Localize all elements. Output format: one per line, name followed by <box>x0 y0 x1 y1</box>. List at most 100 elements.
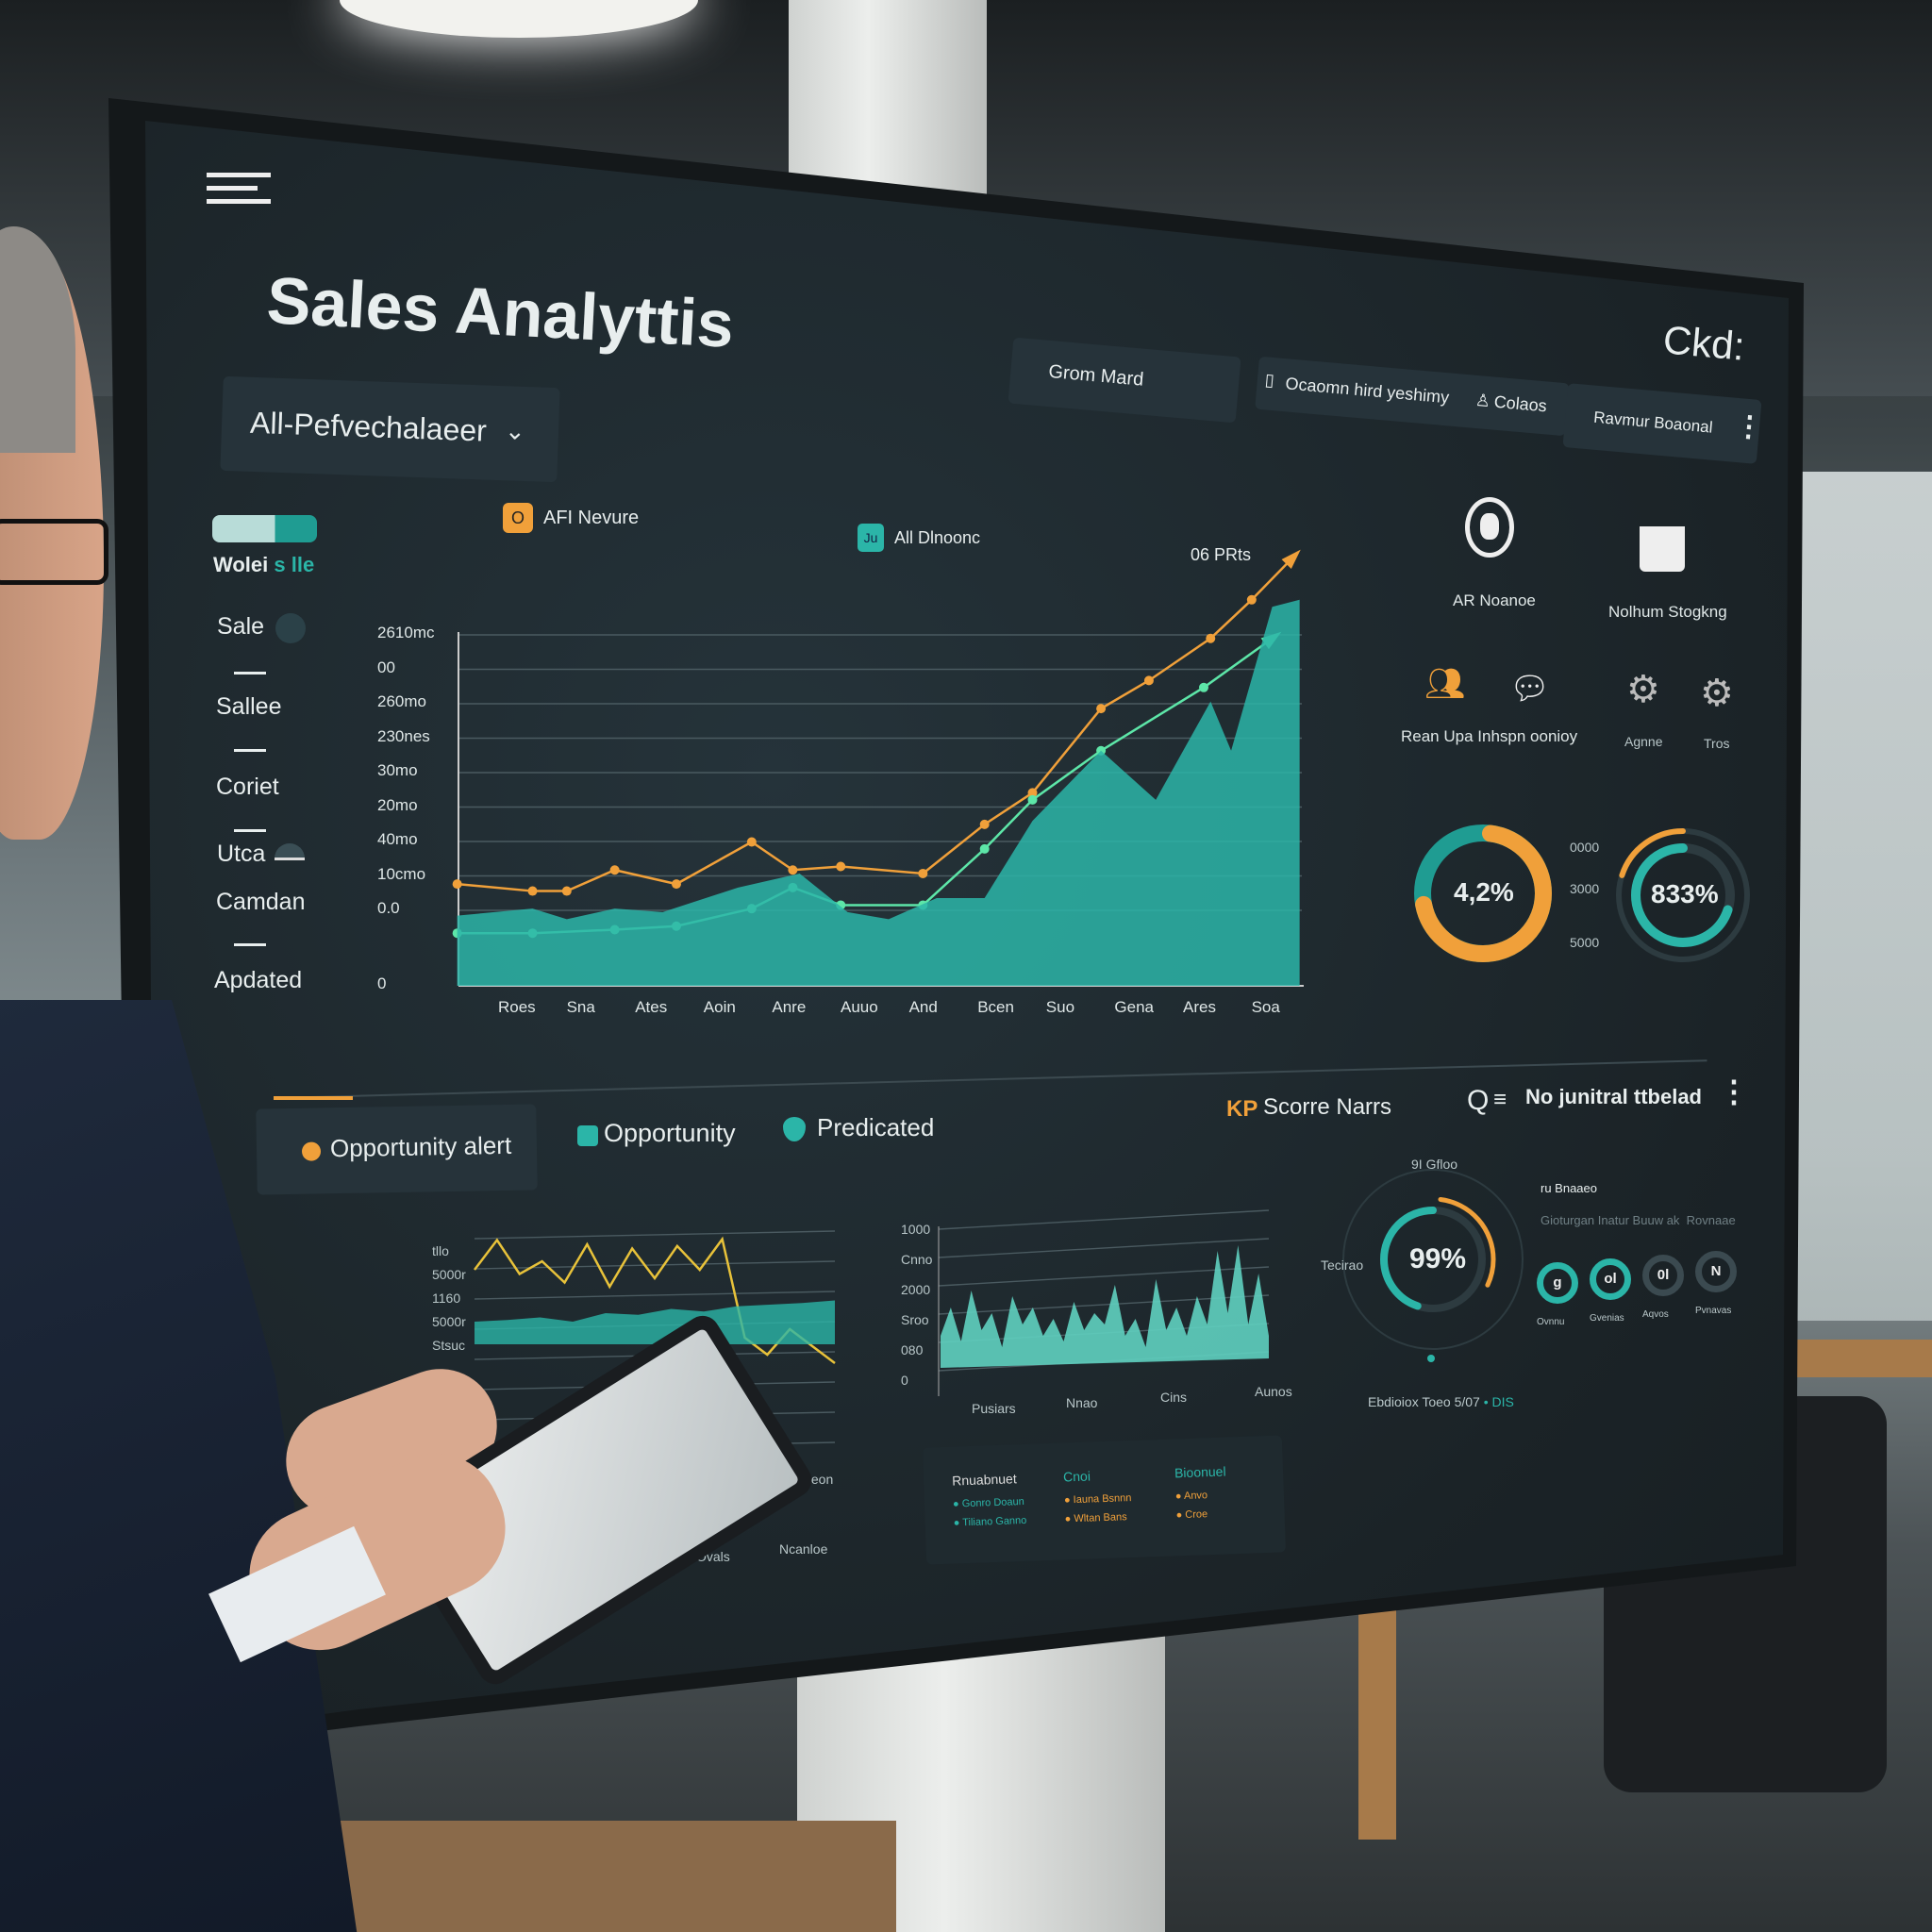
sidebar-item-apdated[interactable]: Apdated <box>214 967 303 993</box>
mini-ring-label: Aqvos <box>1642 1309 1669 1320</box>
x-tick-label: Pusiars <box>972 1401 1016 1416</box>
tab-opportunity[interactable]: Opportunity <box>604 1119 736 1147</box>
sidebar-item-sallee[interactable]: Sallee <box>216 693 282 720</box>
hamburger-icon[interactable] <box>207 173 271 218</box>
legend-badge-orange: O <box>503 503 533 533</box>
score-arc <box>1380 1207 1486 1312</box>
target-icon[interactable] <box>1465 497 1514 558</box>
area-series <box>457 599 1300 986</box>
donut2-label: 3000 <box>1570 881 1600 896</box>
legend-item: ● Tiliano Ganno <box>953 1514 1027 1529</box>
chat-icon[interactable]: 💬︎ <box>1509 671 1551 707</box>
status-dot-icon <box>275 613 306 643</box>
y-tick-label: 00 <box>377 658 395 676</box>
sidebar-item-camdan[interactable]: Camdan <box>216 889 306 915</box>
calendar-icon <box>577 1125 598 1146</box>
line-series <box>474 1236 836 1364</box>
view-toggle[interactable] <box>212 515 317 542</box>
active-tab-indicator <box>274 1096 353 1100</box>
data-point <box>1206 633 1216 643</box>
data-point <box>918 868 928 878</box>
donut2-outer-arc <box>1616 828 1750 962</box>
divider <box>234 672 266 675</box>
y-tick-label: 1000 <box>901 1222 931 1237</box>
divider <box>234 943 266 946</box>
data-point <box>1143 675 1154 686</box>
tab-predicated[interactable]: Predicated <box>817 1113 935 1141</box>
mini-ring[interactable]: ol <box>1590 1258 1631 1300</box>
table-leg <box>1358 1604 1396 1840</box>
data-point <box>836 861 846 872</box>
arrow-head <box>1281 549 1301 570</box>
score-outer-ring <box>1342 1169 1524 1350</box>
x-tick-label: Bcen <box>977 998 1014 1016</box>
mini-ring-label: Ovnnu <box>1537 1317 1565 1327</box>
score-side-label: Tecirao <box>1321 1257 1364 1273</box>
data-point <box>979 843 990 854</box>
legend-item: ● Iauna Bsnnn <box>1063 1491 1132 1507</box>
legend-item: ● Croe <box>1175 1508 1208 1522</box>
data-point <box>1199 682 1208 692</box>
x-tick-label: Auuo <box>841 998 878 1016</box>
y-tick-label: 40mo <box>377 830 418 848</box>
gridline <box>474 1291 836 1300</box>
data-point <box>979 819 990 829</box>
y-tick-label: 080 <box>901 1342 924 1357</box>
mini-ring[interactable]: N <box>1695 1251 1737 1292</box>
team-board-icon[interactable] <box>1640 526 1685 572</box>
x-tick-label: Sna <box>566 998 595 1016</box>
y-tick-label: 20mo <box>377 795 418 814</box>
legend-item: ● Gonro Doaun <box>952 1495 1024 1510</box>
data-point <box>561 886 572 896</box>
kebab-icon[interactable]: ⋮ <box>1719 1074 1749 1108</box>
x-tick-label: Ncanloe <box>779 1541 828 1557</box>
x-tick-label: Ates <box>635 998 668 1016</box>
mini-header: ru Bnaaeo <box>1541 1181 1597 1195</box>
people-icon[interactable]: 👥︎ <box>1424 666 1466 702</box>
score-top-label: 9I Gfloo <box>1411 1157 1458 1172</box>
table <box>1792 1340 1932 1377</box>
chart-annotation: 06 PRts <box>1191 545 1252 564</box>
icon-label: Tros <box>1704 736 1730 751</box>
y-tick-label: 2610mc <box>377 624 435 641</box>
y-tick-label: Cnno <box>901 1252 933 1267</box>
legend-item: ● Anvo <box>1174 1490 1208 1503</box>
data-point <box>527 886 538 896</box>
data-point <box>671 879 681 890</box>
legend-title: Rnuabnuet <box>951 1471 1017 1489</box>
donut1-arc <box>1414 824 1552 962</box>
data-point <box>1027 794 1038 805</box>
y-tick-label: tllo <box>432 1243 449 1258</box>
sidebar-item-utca[interactable]: Utca <box>217 841 266 867</box>
y-tick-label: 30mo <box>377 761 418 779</box>
kpi-title: Scorre Narrs <box>1263 1094 1392 1120</box>
legend-item: ● Wltan Bans <box>1064 1511 1127 1525</box>
y-tick-label: 0.0 <box>377 899 400 917</box>
x-tick-label: Ares <box>1183 998 1216 1016</box>
chart-legend: Rnuabnuet ● Gonro Doaun ● Tiliano Ganno Cno… <box>922 1435 1287 1565</box>
donut2-arc <box>1631 843 1735 947</box>
sidebar-item-coriet[interactable]: Coriet <box>216 774 279 800</box>
sidebar-item-sale[interactable]: Sale <box>217 613 265 640</box>
y-tick-label: 5000r <box>432 1267 466 1282</box>
data-point <box>788 865 798 875</box>
gear-icon[interactable]: ⚙ <box>1700 673 1734 714</box>
list-icon[interactable]: ≡ <box>1493 1087 1507 1112</box>
x-tick-label: Roes <box>498 998 536 1016</box>
x-tick-label: Soa <box>1251 998 1280 1016</box>
legend-label-orange: AFI Nevure <box>543 508 640 528</box>
search-icon[interactable]: Q <box>1467 1085 1490 1116</box>
gridline <box>938 1238 1270 1258</box>
icon-label: Nolhum Stogkng <box>1608 603 1727 621</box>
donut2-value: 833% <box>1651 879 1719 908</box>
gridline <box>474 1230 836 1240</box>
mini-ring-label: Pvnavas <box>1695 1306 1732 1316</box>
mini-ring[interactable]: g <box>1537 1262 1578 1304</box>
toggle-icon[interactable] <box>275 843 305 860</box>
gear-icon[interactable]: ⚙ <box>1626 669 1660 710</box>
data-point <box>1027 788 1038 798</box>
mini-ring[interactable]: 0l <box>1642 1255 1684 1296</box>
area-series <box>475 1300 835 1344</box>
